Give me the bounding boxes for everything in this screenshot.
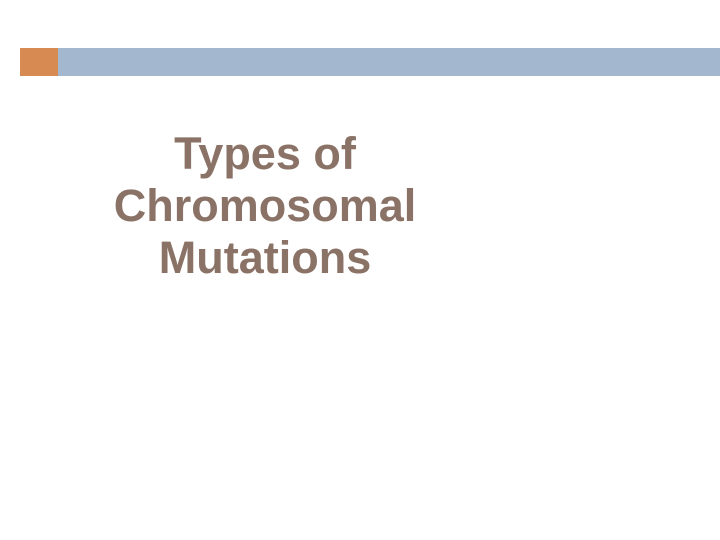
accent-block <box>20 48 58 76</box>
slide-title-line-2: Chromosomal <box>100 180 430 232</box>
slide-title-container: Types of Chromosomal Mutations <box>100 128 430 283</box>
slide-title-line-1: Types of <box>100 128 430 180</box>
slide-title-line-3: Mutations <box>100 232 430 284</box>
header-bar <box>58 48 720 76</box>
